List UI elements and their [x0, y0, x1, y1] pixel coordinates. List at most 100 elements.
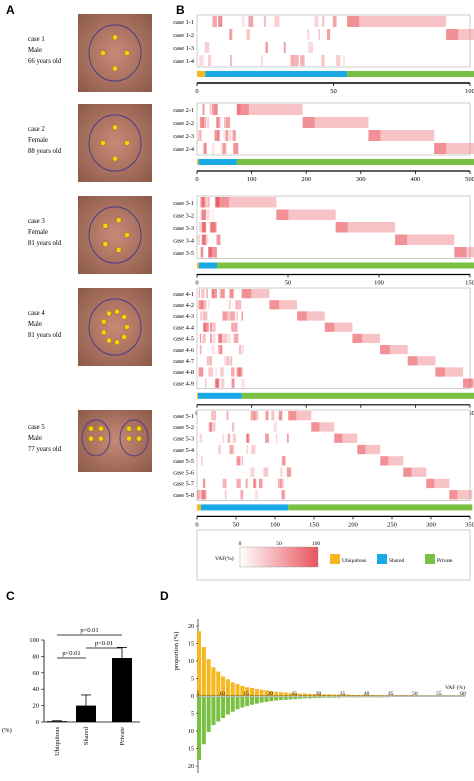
shared-cell: [201, 300, 207, 310]
shared-cell: [224, 117, 227, 128]
shared-cell: [204, 197, 207, 208]
private-block: [347, 16, 447, 27]
shared-cell: [230, 311, 234, 321]
heatmap-row-label: case 4-6: [173, 347, 194, 354]
y-tick-label: 40: [33, 686, 40, 693]
lesion-outline: [88, 206, 142, 264]
shared-cell: [321, 16, 325, 27]
shared-cell: [336, 55, 341, 66]
bar-upper: [394, 695, 399, 696]
case-4-photo: [78, 288, 152, 366]
legend-scale-tick: 50: [276, 541, 282, 547]
shared-cell: [208, 247, 214, 258]
sample-dot: [112, 34, 118, 41]
shared-cell: [245, 478, 248, 489]
bar-upper: [370, 694, 375, 696]
shared-cell: [281, 490, 286, 500]
heatmap-row-label: case 2-1: [173, 107, 194, 114]
shared-cell: [233, 333, 239, 343]
y-tick-label: 0: [36, 719, 39, 726]
shared-cell: [254, 490, 259, 500]
significance-label: p<0.01: [80, 627, 98, 634]
bar-lower: [206, 697, 211, 732]
sample-dot: [124, 324, 130, 330]
shared-cell: [216, 130, 220, 141]
heatmap-case-5: case 5-1 case 5-2 case 5-3 case 5-4 case 5-5…: [173, 409, 474, 528]
shared-cell: [208, 367, 214, 377]
bar-upper: [312, 693, 317, 696]
shared-cell: [204, 117, 210, 128]
shared-cell: [202, 333, 206, 343]
panel-letter-c: C: [6, 589, 15, 603]
case-5-label-line: Male: [28, 435, 42, 442]
shared-cell: [207, 117, 209, 128]
private-block: [241, 289, 270, 299]
shared-cell: [214, 104, 218, 115]
y-axis-label: (%): [2, 727, 12, 734]
axis-tick-label: 400: [411, 176, 421, 183]
axis-tick-label: 200: [348, 521, 358, 528]
shared-cell: [205, 378, 207, 388]
y-tick-label: 10: [188, 659, 194, 665]
shared-cell: [236, 456, 241, 466]
axis-tick-label: 50: [330, 88, 337, 95]
private-block-core: [357, 444, 366, 455]
sample-dot: [136, 425, 142, 432]
heatmap-case-1: case 1-1 case 1-2 case 1-3 case 1-4 0 50 100: [173, 14, 474, 95]
private-block-core: [347, 16, 360, 27]
case-4-label-line: case 4: [28, 310, 45, 317]
heatmap-row-label: case 4-1: [173, 291, 194, 298]
shared-cell: [213, 422, 216, 432]
private-block: [454, 247, 474, 258]
legend-scale-tick: 100: [312, 541, 321, 547]
axis-tick-label: 500: [465, 176, 474, 183]
shared-cell: [226, 356, 231, 366]
shared-cell: [214, 130, 219, 141]
shared-cell: [318, 29, 321, 40]
shared-cell: [211, 104, 216, 115]
x-tick-label: 45: [388, 691, 394, 697]
bar-upper: [211, 667, 216, 696]
panel-a-clinical-photos: case 1 Male 66 years old case 2 Female 88 yea…: [28, 14, 152, 472]
sample-dot: [106, 310, 112, 317]
lesion-outline: [88, 114, 142, 172]
private-block-core: [446, 29, 459, 40]
bar-lower: [225, 697, 230, 715]
shared-cell: [228, 300, 231, 310]
private-block-core: [395, 234, 408, 245]
category-label: Private: [119, 727, 126, 746]
bar-upper: [327, 694, 332, 696]
shared-cell: [197, 234, 199, 245]
shared-cell: [202, 234, 206, 245]
vaf-legend: VAF(%) 0 50 100 Ubiquitous Shared Private: [196, 529, 471, 581]
private-block-core: [311, 422, 320, 432]
bar-lower: [245, 697, 250, 707]
private-block: [324, 322, 353, 332]
private-block: [288, 411, 312, 421]
sample-dot: [115, 247, 122, 253]
private-block-core: [380, 345, 390, 355]
private-block-core: [288, 411, 297, 421]
private-block: [335, 222, 396, 233]
bar-upper: [269, 691, 274, 696]
heatmap-row-label: case 1-2: [173, 32, 194, 39]
shared-cell: [222, 433, 225, 443]
private-block-core: [463, 378, 473, 388]
shared-cell: [201, 456, 203, 466]
private-block: [434, 143, 474, 154]
bar-upper: [201, 647, 206, 696]
shared-cell: [230, 356, 233, 366]
shared-cell: [200, 130, 202, 141]
shared-cell: [229, 444, 233, 455]
shared-cell: [200, 300, 204, 310]
shared-cell: [218, 16, 223, 27]
heatmap-row-label: case 3-2: [173, 212, 194, 219]
shared-cell: [206, 356, 212, 366]
sample-dot: [126, 425, 132, 432]
lesion-outline: [81, 419, 111, 457]
private-block-core: [276, 209, 289, 220]
axis-tick-label: 100: [465, 88, 474, 95]
private-block-core: [334, 433, 343, 443]
shared-cell: [212, 209, 214, 220]
